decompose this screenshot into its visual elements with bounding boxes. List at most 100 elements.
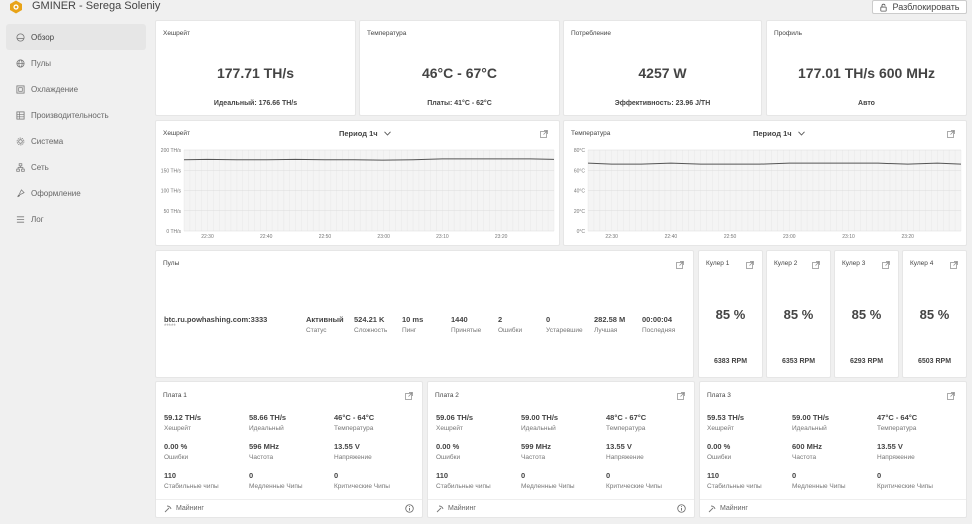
pool-url: btc.ru.powhashing.com:3333 (164, 315, 268, 324)
x-tick-label: 22:50 (319, 234, 332, 240)
external-link-icon[interactable] (947, 392, 955, 400)
board-hashrate-label: Хешрейт (164, 425, 192, 432)
card-title: Хешрейт (163, 130, 191, 137)
x-tick-label: 23:20 (495, 234, 508, 240)
external-link-icon[interactable] (950, 261, 958, 269)
board-critical-chips-label: Критические Чипы (606, 483, 662, 490)
y-tick-label: 0°C (577, 229, 586, 235)
board-critical-chips-label: Критические Чипы (877, 483, 933, 490)
unlock-button[interactable]: Разблокировать (872, 0, 967, 14)
sidebar-item-log[interactable]: Лог (6, 206, 146, 232)
board-ideal: 58.66 TH/s (249, 413, 287, 422)
pickaxe-icon (436, 505, 444, 512)
card-title: Потребление (571, 30, 611, 37)
brush-icon (17, 188, 25, 197)
sidebar-item-label: Оформление (31, 188, 81, 198)
y-tick-label: 20°C (574, 209, 586, 215)
info-icon[interactable] (405, 504, 414, 513)
cooling-icon (16, 84, 25, 94)
chevron-down-icon (383, 131, 391, 136)
board-ideal: 59.00 TH/s (792, 413, 830, 422)
y-tick-label: 200 TH/s (161, 148, 182, 154)
board-frequency-label: Частота (521, 454, 546, 461)
hashrate-chart: 200 TH/s 150 TH/s 100 TH/s 50 TH/s 0 TH/s 22:… (161, 148, 555, 240)
period-selector[interactable]: Период 1ч (339, 129, 391, 138)
board-ideal-label: Идеальный (792, 425, 827, 432)
external-link-icon[interactable] (540, 130, 548, 138)
external-link-icon[interactable] (405, 392, 413, 400)
sidebar-item-cooling[interactable]: Охлаждение (6, 76, 146, 102)
board-temperature: 48°C - 67°C (606, 413, 647, 422)
external-link-icon[interactable] (812, 261, 820, 269)
board-voltage: 13.55 V (877, 442, 903, 451)
sidebar: Обзор Пулы Охлаждение Производительность… (6, 24, 146, 232)
pool-last: 00:00:04 (642, 315, 673, 324)
board-slow-chips: 0 (792, 471, 797, 480)
period-label: Период 1ч (339, 129, 378, 138)
series-line (183, 158, 555, 161)
board-ideal-label: Идеальный (521, 425, 556, 432)
pickaxe-icon (708, 505, 716, 512)
external-link-icon[interactable] (746, 261, 754, 269)
board-frequency: 596 MHz (249, 442, 280, 451)
sidebar-item-system[interactable]: Система (6, 128, 146, 154)
sidebar-item-appearance[interactable]: Оформление (6, 180, 146, 206)
board-errors: 0.00 % (436, 442, 460, 451)
sidebar-item-label: Пулы (31, 58, 51, 68)
cooler-card-2: Кулер 2 85 % 6353 RPM (766, 250, 831, 378)
y-tick-label: 0 TH/s (166, 229, 181, 235)
board-voltage: 13.55 V (334, 442, 360, 451)
pool-status-label: Статус (306, 327, 327, 334)
cooler-speed: 85 % (783, 307, 814, 322)
sidebar-item-network[interactable]: Сеть (6, 154, 146, 180)
x-tick-label: 22:50 (724, 234, 737, 240)
board-slow-chips-label: Медленные Чипы (521, 483, 575, 490)
board-errors: 0.00 % (164, 442, 188, 451)
card-title: Хешрейт (163, 30, 191, 37)
board-hashrate: 59.12 TH/s (164, 413, 202, 422)
external-link-icon[interactable] (677, 392, 685, 400)
cooler-card-3: Кулер 3 85 % 6293 RPM (834, 250, 899, 378)
boards-temperature: Платы: 41°C - 62°C (427, 100, 492, 107)
sidebar-item-label: Охлаждение (31, 84, 79, 94)
cooler-card-1: Кулер 1 85 % 6383 RPM (698, 250, 763, 378)
external-link-icon[interactable] (947, 130, 955, 138)
board-critical-chips: 0 (877, 471, 882, 480)
y-tick-label: 150 TH/s (161, 168, 182, 174)
board-voltage-label: Напряжение (334, 454, 372, 461)
board-frequency-label: Частота (792, 454, 817, 461)
board-critical-chips: 0 (334, 471, 339, 480)
board-slow-chips-label: Медленные Чипы (249, 483, 303, 490)
x-tick-label: 23:20 (901, 234, 914, 240)
sidebar-item-label: Сеть (31, 162, 49, 172)
board-critical-chips-label: Критические Чипы (334, 483, 390, 490)
sidebar-item-performance[interactable]: Производительность (6, 102, 146, 128)
board-hashrate: 59.53 TH/s (707, 413, 745, 422)
temperature-summary-card: Температура 46°C - 67°C Платы: 41°C - 62… (359, 20, 560, 116)
sidebar-item-pools[interactable]: Пулы (6, 50, 146, 76)
card-title: Плата 2 (435, 392, 459, 399)
pool-accepted-label: Принятые (451, 327, 482, 334)
hashrate-ideal: Идеальный: 176.66 TH/s (213, 100, 298, 107)
sidebar-item-overview[interactable]: Обзор (6, 24, 146, 50)
board-errors-label: Ошибки (436, 454, 461, 461)
y-tick-label: 80°C (574, 148, 586, 154)
y-tick-label: 60°C (574, 168, 586, 174)
period-selector[interactable]: Период 1ч (753, 129, 805, 138)
globe-icon (16, 58, 25, 68)
efficiency-value: Эффективность: 23.96 J/TH (614, 100, 711, 107)
board-errors-label: Ошибки (164, 454, 189, 461)
pool-best-label: Лучшая (594, 327, 618, 334)
info-icon[interactable] (677, 504, 686, 513)
board-voltage-label: Напряжение (877, 454, 915, 461)
lock-icon (880, 3, 888, 12)
board-temperature: 46°C - 64°C (334, 413, 375, 422)
pool-ping-label: Пинг (402, 327, 417, 334)
board-hashrate-label: Хешрейт (436, 425, 464, 432)
unlock-label: Разблокировать (892, 2, 960, 12)
external-link-icon[interactable] (676, 261, 684, 269)
sidebar-item-label: Обзор (31, 32, 55, 42)
card-title: Кулер 2 (774, 260, 798, 267)
cooler-rpm: 6293 RPM (849, 358, 884, 365)
external-link-icon[interactable] (882, 261, 890, 269)
